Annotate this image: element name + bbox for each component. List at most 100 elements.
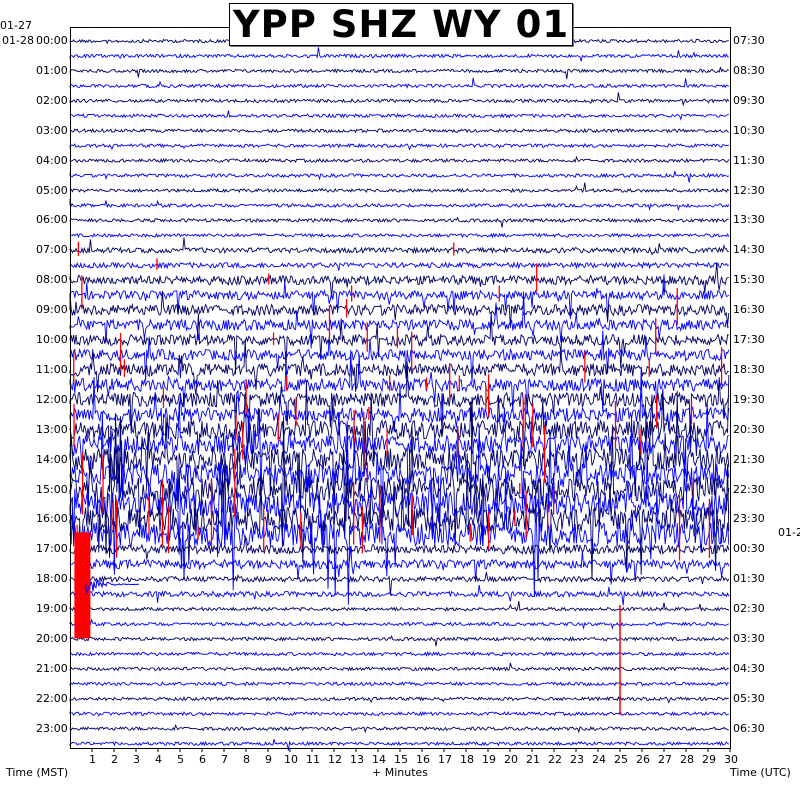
- seismic-trace: [69, 681, 729, 687]
- left-time-label: 18:00: [36, 572, 68, 586]
- right-time-label: 19:30: [733, 392, 765, 406]
- seismic-trace: [69, 723, 729, 734]
- left-time-label: 02:00: [36, 93, 68, 107]
- right-time-label: 11:30: [733, 153, 765, 167]
- left-time-label: 11:00: [36, 362, 68, 376]
- right-time-label: 12:30: [733, 183, 765, 197]
- right-time-label: 21:30: [733, 452, 765, 466]
- right-time-label: 03:30: [733, 632, 765, 645]
- left-time-label: 15:00: [36, 482, 68, 496]
- seismic-trace: [69, 601, 730, 612]
- seismic-trace: [69, 361, 730, 446]
- trace-group: [69, 27, 730, 751]
- left-time-label: 01:00: [36, 63, 68, 77]
- x-tick-label: 20: [504, 753, 518, 766]
- left-time-label: 07:00: [36, 243, 68, 257]
- seismic-trace: [69, 142, 730, 151]
- right-time-label: 17:30: [733, 333, 765, 346]
- left-time-label: 12:00: [36, 392, 68, 406]
- right-time-label: 02:30: [733, 602, 765, 616]
- seismic-trace: [69, 47, 729, 62]
- seismic-trace: [69, 110, 730, 121]
- x-tick-label: 4: [155, 753, 162, 766]
- seismic-trace: [69, 535, 730, 567]
- seismic-trace: [69, 198, 730, 212]
- left-time-label: 17:00: [36, 542, 68, 556]
- right-date: 01-2: [778, 526, 800, 539]
- x-tick-label: 9: [265, 753, 272, 766]
- seismic-trace: [69, 635, 729, 647]
- x-axis-ticks: [91, 748, 731, 752]
- seismic-trace: [69, 374, 730, 491]
- seismic-trace: [69, 651, 730, 657]
- x-tick-label: 5: [177, 753, 184, 766]
- seismic-trace: [69, 311, 729, 375]
- seismic-trace: [69, 471, 730, 605]
- seismic-trace: [69, 400, 730, 503]
- right-time-label: 15:30: [733, 273, 765, 287]
- seismic-trace: [69, 695, 729, 704]
- x-tick-label: 29: [702, 753, 716, 766]
- left-time-label: 21:00: [36, 661, 68, 675]
- right-time-label: 14:30: [733, 243, 765, 257]
- right-time-label: 08:30: [733, 63, 765, 77]
- x-tick-label: 18: [460, 753, 474, 766]
- seismic-trace: [69, 66, 729, 80]
- seismic-trace: [69, 339, 729, 396]
- seismic-trace: [69, 291, 730, 349]
- x-tick-label: 3: [133, 753, 140, 766]
- large-event-block: [74, 532, 91, 639]
- seismic-trace: [69, 413, 730, 555]
- seismic-trace: [69, 290, 730, 328]
- left-time-label: 14:00: [36, 452, 68, 466]
- seismic-trace: [69, 585, 730, 606]
- x-tick-label: 25: [614, 753, 628, 766]
- left-time-label: 20:00: [36, 632, 68, 645]
- left-time-label: 00:00: [36, 34, 68, 47]
- seismic-trace: [69, 739, 730, 751]
- seismic-trace: [69, 546, 730, 585]
- station-title: YPP SHZ WY 01: [229, 3, 573, 46]
- x-tick-label: 24: [592, 753, 606, 766]
- left-time-label: 04:00: [36, 153, 68, 167]
- x-tick-label: 11: [306, 753, 320, 766]
- x-tick-label: 2: [111, 753, 118, 766]
- right-time-label: 16:30: [733, 303, 765, 317]
- right-time-label: 13:30: [733, 213, 765, 227]
- left-time-label: 22:00: [36, 691, 68, 705]
- seismic-trace: [69, 711, 730, 717]
- right-time-label: 06:30: [733, 721, 765, 735]
- left-time-label: 09:00: [36, 303, 68, 317]
- x-tick-label: 10: [284, 753, 298, 766]
- left-time-label: 06:00: [36, 213, 68, 227]
- event-group: [73, 241, 723, 715]
- seismic-trace: [69, 216, 729, 228]
- seismic-trace: [69, 618, 729, 630]
- x-tick-label: 14: [372, 753, 386, 766]
- right-time-label: 05:30: [733, 691, 765, 705]
- seismic-trace: [69, 155, 730, 164]
- x-tick-label: 8: [243, 753, 250, 766]
- left-time-label: 16:00: [36, 512, 68, 526]
- seismic-trace: [69, 262, 729, 298]
- x-tick-label: 22: [548, 753, 562, 766]
- right-time-label: 04:30: [733, 661, 765, 675]
- seismic-trace: [69, 330, 730, 383]
- seismic-trace: [69, 237, 729, 256]
- x-axis-label: + Minutes: [372, 766, 429, 779]
- left-date-2: 01-28: [2, 34, 34, 47]
- right-time-label: 22:30: [733, 482, 765, 496]
- x-tick-label: 28: [680, 753, 694, 766]
- seismic-trace: [69, 182, 730, 194]
- x-tick-label: 26: [636, 753, 650, 766]
- right-time-label: 18:30: [733, 362, 765, 376]
- seismic-trace: [69, 127, 729, 134]
- left-time-label: 03:00: [36, 123, 68, 137]
- seismic-trace: [69, 411, 730, 545]
- x-tick-label: 12: [328, 753, 342, 766]
- right-time-label: 01:30: [733, 572, 765, 586]
- seismic-trace: [69, 261, 730, 271]
- left-axis-label: Time (MST): [6, 766, 69, 779]
- seismic-trace: [69, 92, 730, 107]
- seismic-trace: [69, 349, 729, 415]
